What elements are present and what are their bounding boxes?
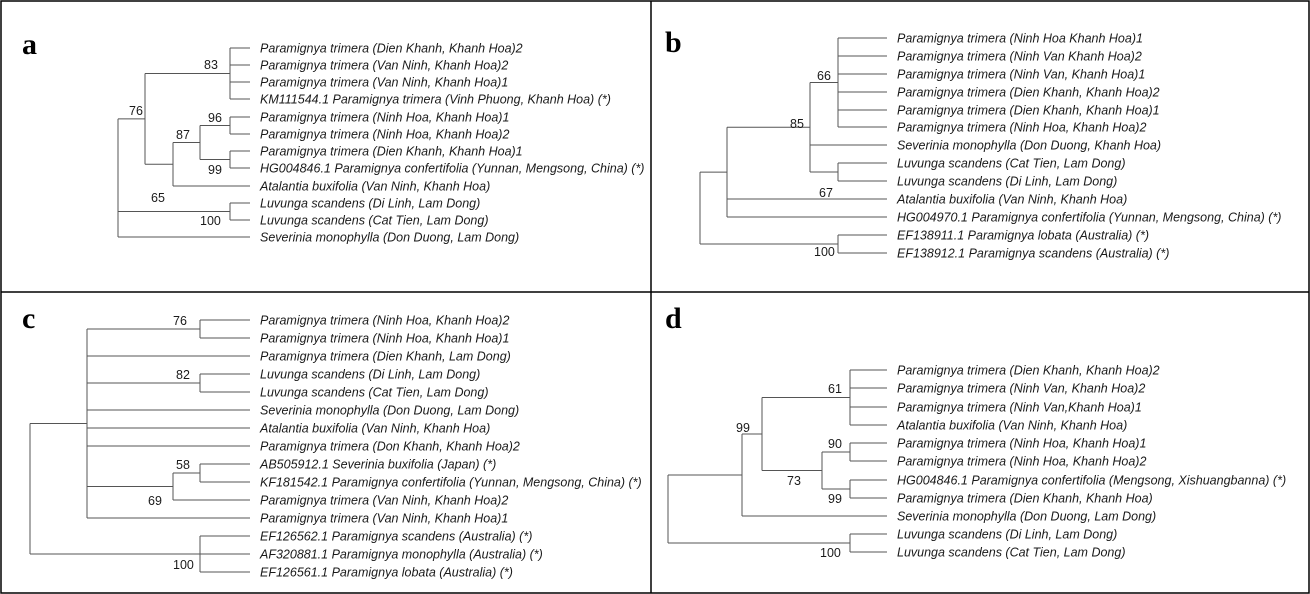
bootstrap-value: 100	[173, 558, 194, 572]
taxon-label: Paramignya trimera (Dien Khanh, Khanh Ho…	[897, 86, 1160, 100]
tree-panel-b: b Paramignya trimera (Ninh Hoa Khanh Hoa)…	[665, 26, 1281, 261]
taxon-label: Luvunga scandens (Di Linh, Lam Dong)	[260, 368, 480, 382]
taxon-label: Paramignya trimera (Ninh Van Khanh Hoa)2	[897, 50, 1142, 64]
taxon-label: Atalantia buxifolia (Van Ninh, Khanh Hoa…	[896, 419, 1127, 433]
taxon-label: Paramignya trimera (Ninh Hoa, Khanh Hoa)…	[897, 437, 1146, 451]
taxon-label: Paramignya trimera (Ninh Hoa, Khanh Hoa)…	[260, 314, 509, 328]
bootstrap-value: 99	[208, 163, 222, 177]
taxon-label: Luvunga scandens (Di Linh, Lam Dong)	[897, 528, 1117, 542]
taxon-label: Severinia monophylla (Don Duong, Lam Don…	[260, 404, 519, 418]
taxon-label: Paramignya trimera (Ninh Van, Khanh Hoa)…	[897, 68, 1145, 82]
taxon-label: EF138911.1 Paramignya lobata (Australia)…	[897, 229, 1149, 243]
taxon-label: HG004846.1 Paramignya confertifolia (Yun…	[260, 162, 644, 176]
bootstrap-value: 99	[736, 421, 750, 435]
taxon-label: Paramignya trimera (Dien Khanh, Khanh Ho…	[260, 145, 523, 159]
bootstrap-value: 87	[176, 128, 190, 142]
taxon-label: Paramignya trimera (Dien Khanh, Khanh Ho…	[260, 42, 523, 56]
bootstrap-value: 66	[817, 69, 831, 83]
taxon-label: Paramignya trimera (Ninh Hoa, Khanh Hoa)…	[897, 121, 1146, 135]
bootstrap-value: 65	[151, 191, 165, 205]
bootstrap-value: 100	[820, 546, 841, 560]
taxon-label: AF320881.1 Paramignya monophylla (Austra…	[259, 548, 543, 562]
bootstrap-value: 100	[814, 245, 835, 259]
taxon-label: Paramignya trimera (Dien Khanh, Lam Dong…	[260, 350, 511, 364]
bootstrap-value: 100	[200, 214, 221, 228]
taxon-label: Paramignya trimera (Van Ninh, Khanh Hoa)…	[260, 494, 508, 508]
taxon-label: Atalantia buxifolia (Van Ninh, Khanh Hoa…	[259, 422, 490, 436]
taxon-label: Luvunga scandens (Cat Tien, Lam Dong)	[260, 214, 489, 228]
taxon-label: KM111544.1 Paramignya trimera (Vinh Phuo…	[260, 93, 611, 107]
taxon-label: HG004846.1 Paramignya confertifolia (Men…	[897, 474, 1286, 488]
bootstrap-value: 76	[129, 104, 143, 118]
taxon-label: Paramignya trimera (Dien Khanh, Khanh Ho…	[897, 364, 1160, 378]
taxon-label: Paramignya trimera (Van Ninh, Khanh Hoa)…	[260, 512, 508, 526]
panel-letter: a	[22, 28, 37, 61]
taxon-label: HG004970.1 Paramignya confertifolia (Yun…	[897, 211, 1281, 225]
taxon-label: EF138912.1 Paramignya scandens (Australi…	[897, 247, 1169, 261]
taxon-label: Paramignya trimera (Dien Khanh, Khanh Ho…	[897, 492, 1153, 506]
taxon-label: Luvunga scandens (Di Linh, Lam Dong)	[260, 197, 480, 211]
bootstrap-value: 67	[819, 186, 833, 200]
taxon-label: Paramignya trimera (Ninh Van,Khanh Hoa)1	[897, 401, 1142, 415]
taxon-label: EF126561.1 Paramignya lobata (Australia)…	[260, 566, 513, 580]
bootstrap-value: 99	[828, 492, 842, 506]
bootstrap-value: 58	[176, 458, 190, 472]
bootstrap-value: 90	[828, 437, 842, 451]
taxon-label: Paramignya trimera (Don Khanh, Khanh Hoa…	[260, 440, 520, 454]
bootstrap-value: 85	[790, 117, 804, 131]
bootstrap-value: 69	[148, 494, 162, 508]
taxon-label: Paramignya trimera (Ninh Hoa Khanh Hoa)1	[897, 32, 1143, 46]
taxon-label: Severinia monophylla (Don Duong, Khanh H…	[897, 139, 1161, 153]
taxon-label: Luvunga scandens (Di Linh, Lam Dong)	[897, 175, 1117, 189]
taxon-label: AB505912.1 Severinia buxifolia (Japan) (…	[259, 458, 496, 472]
taxon-label: Severinia monophylla (Don Duong, Lam Don…	[897, 510, 1156, 524]
taxon-label: Paramignya trimera (Ninh Van, Khanh Hoa)…	[897, 382, 1145, 396]
bootstrap-value: 96	[208, 111, 222, 125]
bootstrap-value: 82	[176, 368, 190, 382]
taxon-label: Atalantia buxifolia (Van Ninh, Khanh Hoa…	[259, 180, 490, 194]
taxon-label: Luvunga scandens (Cat Tien, Lam Dong)	[260, 386, 489, 400]
taxon-label: Paramignya trimera (Ninh Hoa, Khanh Hoa)…	[260, 111, 509, 125]
taxon-label: Paramignya trimera (Ninh Hoa, Khanh Hoa)…	[260, 332, 509, 346]
taxon-label: KF181542.1 Paramignya confertifolia (Yun…	[260, 476, 642, 490]
taxon-label: Paramignya trimera (Ninh Hoa, Khanh Hoa)…	[260, 128, 509, 142]
taxon-label: Severinia monophylla (Don Duong, Lam Don…	[260, 231, 519, 245]
taxon-label: Paramignya trimera (Dien Khanh, Khanh Ho…	[897, 104, 1160, 118]
tree-panel-c: c Paramignya trimera (Ninh Hoa, Khanh Hoa…	[22, 302, 642, 580]
bootstrap-value: 83	[204, 58, 218, 72]
taxon-label: Luvunga scandens (Cat Tien, Lam Dong)	[897, 546, 1126, 560]
tree-panel-a: a Paramignya trimera (Dien Khanh, Khanh H…	[22, 28, 644, 245]
taxon-label: Paramignya trimera (Ninh Hoa, Khanh Hoa)…	[897, 455, 1146, 469]
taxon-label: Paramignya trimera (Van Ninh, Khanh Hoa)…	[260, 76, 508, 90]
tree-panel-d: d Paramignya trimera (Dien Khanh, Khanh H…	[665, 302, 1286, 560]
taxon-label: Luvunga scandens (Cat Tien, Lam Dong)	[897, 157, 1126, 171]
bootstrap-value: 76	[173, 314, 187, 328]
panel-letter: c	[22, 302, 35, 335]
bootstrap-value: 61	[828, 382, 842, 396]
taxon-label: EF126562.1 Paramignya scandens (Australi…	[260, 530, 532, 544]
panel-letter: b	[665, 26, 682, 59]
bootstrap-value: 73	[787, 474, 801, 488]
panel-letter: d	[665, 302, 682, 335]
taxon-label: Atalantia buxifolia (Van Ninh, Khanh Hoa…	[896, 193, 1127, 207]
taxon-label: Paramignya trimera (Van Ninh, Khanh Hoa)…	[260, 59, 508, 73]
